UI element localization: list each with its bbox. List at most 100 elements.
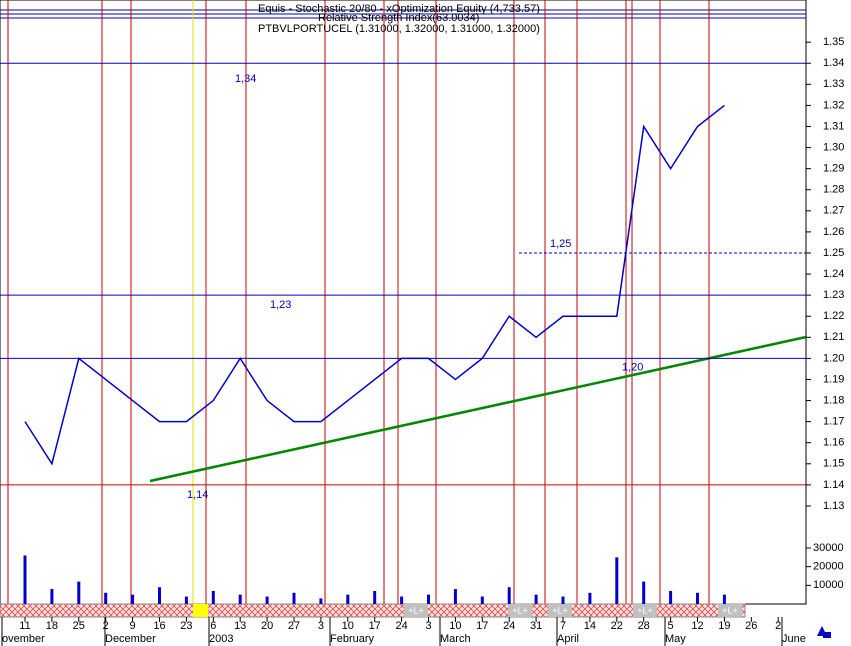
y-tick-label: 1.13 xyxy=(823,500,844,512)
x-tick-label: 10 xyxy=(342,620,354,632)
y-tick-label: 1.31 xyxy=(823,120,844,132)
month-label: December xyxy=(105,633,156,645)
volume-bar xyxy=(131,594,135,604)
scroll-arrow-stem[interactable] xyxy=(823,632,831,638)
x-tick-label: 26 xyxy=(745,620,757,632)
bottom-marker: +L+ xyxy=(552,605,568,615)
marker-box xyxy=(404,604,428,617)
x-tick-label: 3 xyxy=(425,620,431,632)
y2-tick-label: 20000 xyxy=(813,561,844,573)
x-tick-label: 17 xyxy=(369,620,381,632)
y-tick-label: 1.29 xyxy=(823,163,844,175)
volume-bar xyxy=(211,590,215,604)
x-tick-label: 10 xyxy=(449,620,461,632)
y-tick-label: 1.14 xyxy=(823,479,844,491)
x-tick-label: 6 xyxy=(210,620,216,632)
volume-bar xyxy=(23,555,27,604)
volume-bar xyxy=(346,594,350,604)
bottom-marker: +L+ xyxy=(512,605,528,615)
instrument-label: PTBVLPORTUCEL (1.31000, 1.32000, 1.31000… xyxy=(258,23,540,35)
marker-box xyxy=(718,604,742,617)
y2-tick-label: 30000 xyxy=(813,542,844,554)
annotation: 1,25 xyxy=(550,238,571,250)
x-tick-label: 3 xyxy=(318,620,324,632)
signal-lines xyxy=(7,0,710,604)
volume-bar xyxy=(265,596,269,604)
x-tick-label: 23 xyxy=(180,620,192,632)
month-label: 2003 xyxy=(209,633,233,645)
month-label: February xyxy=(330,633,375,645)
volume-bar xyxy=(480,596,484,604)
volume-bar xyxy=(588,592,592,604)
x-tick-label: 13 xyxy=(234,620,246,632)
x-tick-label: 2 xyxy=(775,620,781,632)
x-tick-label: 5 xyxy=(668,620,674,632)
volume-bar xyxy=(722,594,726,604)
volume-bar xyxy=(615,557,619,604)
x-tick-label: 7 xyxy=(560,620,566,632)
volume-bar xyxy=(427,594,430,604)
plot-frame xyxy=(0,0,807,605)
month-label: March xyxy=(440,633,471,645)
y-tick-label: 1.34 xyxy=(823,57,844,69)
x-tick-label: 2 xyxy=(103,620,109,632)
bottom-marker: +L+ xyxy=(408,605,424,615)
x-tick-label: 17 xyxy=(476,620,488,632)
y-tick-label: 1.32 xyxy=(823,99,844,111)
y2-tick-label: 10000 xyxy=(813,579,844,591)
month-label: May xyxy=(665,633,686,645)
annotation: 1,34 xyxy=(235,73,256,85)
annotation: 1,23 xyxy=(270,299,291,311)
volume-bar xyxy=(104,592,108,604)
volume-bar xyxy=(642,581,646,604)
month-label: June xyxy=(782,633,806,645)
x-tick-label: 31 xyxy=(530,620,542,632)
chart-subtitle: Relative Strength Index(63.0034) xyxy=(318,12,479,24)
marker-box xyxy=(633,604,657,617)
annotation: 1,20 xyxy=(622,361,643,373)
y-tick-label: 1.28 xyxy=(823,184,844,196)
volume-bar xyxy=(77,581,81,604)
x-tick-label: 16 xyxy=(153,620,165,632)
y-tick-label: 1.21 xyxy=(823,331,844,343)
y-tick-label: 1.30 xyxy=(823,141,844,153)
x-tick-label: 27 xyxy=(288,620,300,632)
x-tick-label: 20 xyxy=(261,620,273,632)
volume-bar xyxy=(158,587,161,604)
x-tick-label: 11 xyxy=(19,620,30,632)
volume-bar xyxy=(507,587,511,604)
header-bands xyxy=(0,9,806,19)
chart-title: Equis - Stochastic 20/80 - xOptimization… xyxy=(258,3,540,15)
volume-bar xyxy=(534,594,538,604)
volume-bar xyxy=(319,598,323,604)
x-tick-label: 25 xyxy=(73,620,85,632)
x-tick-label: 22 xyxy=(611,620,623,632)
x-tick-label: 18 xyxy=(46,620,58,632)
volume-bar xyxy=(400,596,404,604)
y-tick-label: 1.23 xyxy=(823,289,844,301)
trend-line xyxy=(149,335,807,483)
volume-bar xyxy=(696,592,699,604)
y-tick-label: 1.27 xyxy=(823,205,844,217)
y-tick-label: 1.18 xyxy=(823,394,844,406)
volume-bar xyxy=(292,592,296,604)
y-tick-label: 1.25 xyxy=(823,247,844,259)
volume-bar xyxy=(373,590,377,604)
marker-box xyxy=(548,604,572,617)
y-tick-label: 1.20 xyxy=(823,352,844,364)
x-tick-label: 19 xyxy=(718,620,730,632)
y-tick-label: 1.19 xyxy=(823,373,844,385)
strip-highlight xyxy=(193,604,208,617)
y-tick-label: 1.16 xyxy=(823,437,844,449)
x-tick-label: 24 xyxy=(503,620,515,632)
price-line xyxy=(24,104,725,466)
volume-bar xyxy=(453,589,457,604)
y-tick-label: 1.33 xyxy=(823,78,844,90)
volume-bar xyxy=(184,596,188,604)
month-label: ovember xyxy=(2,633,45,645)
y-tick-label: 1.26 xyxy=(823,226,844,238)
y-tick-label: 1.17 xyxy=(823,416,844,428)
y-tick-label: 1.22 xyxy=(823,310,844,322)
volume-bar xyxy=(669,590,673,604)
